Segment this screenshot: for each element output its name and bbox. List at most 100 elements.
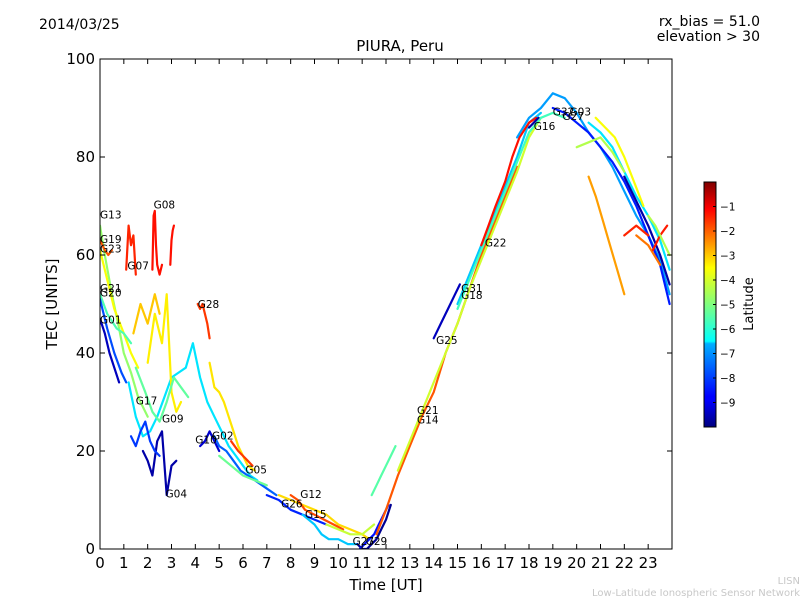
series-line-g05 [230,440,254,467]
colorbar-tick-label: −5 [720,300,735,312]
series-line-g10 [199,430,221,453]
series-line-g04b [129,420,161,457]
x-tick-label: 1 [119,554,129,572]
satellite-label: G16 [534,121,556,133]
x-tick-label: 11 [353,554,372,572]
x-tick-label: 12 [376,554,395,572]
series-line-g07 [125,224,137,276]
series-line-g12c [623,224,650,237]
satellite-label: G03 [570,106,592,118]
satellite-label: G28 [198,299,220,311]
x-tick-label: 20 [567,554,586,572]
satellite-label: G10 [195,435,217,447]
satellite-label: G15 [305,509,327,521]
x-tick-label: 10 [329,554,348,572]
series-line-g04 [141,430,178,497]
satellite-label: G09 [162,414,184,426]
elevation-label: elevation > 30 [656,29,760,45]
satellite-label: G25 [436,335,458,347]
satellite-label: G23 [100,244,122,256]
plot-frame [99,58,673,550]
satellite-label: G26 [281,498,303,510]
satellite-label: G20 [100,288,122,300]
series-line-g08b [169,224,175,266]
series-line-g28 [196,302,211,340]
y-tick-label: 80 [76,148,95,166]
satellite-label: G07 [127,261,148,273]
satellite-label: G22 [485,238,507,250]
series-line-g15b [325,523,376,536]
x-tick-label: 17 [496,554,515,572]
series-line-g13 [100,224,149,418]
series-line-g09b [132,293,161,335]
satellite-label: G08 [154,200,176,212]
x-tick-label: 21 [591,554,610,572]
colorbar-label: Latitude [742,277,757,331]
satellite-label: G04 [166,489,188,501]
x-axis-label: Time [UT] [348,576,422,594]
colorbar-tick-label: −6 [720,324,736,336]
footer-network-name: Low-Latitude Ionospheric Sensor Network [592,588,800,599]
x-tick-label: 23 [639,554,658,572]
satellite-label: G01 [100,315,122,327]
series-line-g28b [208,361,256,472]
x-tick-label: 0 [95,554,105,572]
series-line-g26 [265,494,328,526]
series-line-g22 [480,116,538,247]
series-line-g16 [527,116,540,129]
x-tick-label: 18 [519,554,538,572]
satellite-label: G17 [136,396,158,408]
colorbar-tick-label: −7 [720,349,735,361]
series-line-g01 [100,317,121,384]
series-line-g18 [456,111,566,310]
series-line-g23 [100,249,140,369]
series-line-g27c [587,175,626,296]
series-line-g01b [134,366,190,423]
colorbar-tick-label: −4 [720,275,736,287]
date-label: 2014/03/25 [39,17,120,33]
y-tick-label: 100 [66,50,95,68]
chart-title: PIURA, Peru [356,37,444,55]
satellite-label: G27 [562,111,584,123]
series-line-g29b [370,445,397,497]
series-line-g15 [301,513,359,546]
satellite-label: G19 [100,234,122,246]
y-tick-label: 20 [76,442,95,460]
y-axis-label: TEC [UNITS] [43,259,61,351]
series-line-g30 [647,214,671,257]
satellite-label: G21 [100,283,122,295]
y-tick-label: 60 [76,246,95,264]
series-line-g03b [587,121,671,271]
series-line-g08 [151,209,164,276]
series-line-g21b [396,116,543,472]
satellite-label: G13 [100,209,122,221]
x-tick-label: 13 [400,554,419,572]
series-line-g20 [100,298,128,384]
x-tick-label: 16 [472,554,491,572]
series-line-g03c [623,175,671,286]
x-tick-label: 3 [167,554,177,572]
satellite-label: G21 [417,405,439,417]
colorbar-tick-label: −1 [720,202,735,214]
x-tick-label: 8 [286,554,296,572]
series-line-g05b [218,454,268,487]
satellite-label: G31 [461,283,483,295]
series-line-g31 [456,111,543,306]
satellite-label: G29 [366,536,388,548]
series-line-g25 [432,283,461,340]
y-tick-label: 40 [76,344,95,362]
satellite-label: G12 [300,489,322,501]
x-tick-label: 22 [615,554,634,572]
x-tick-label: 15 [448,554,467,572]
x-tick-label: 14 [424,554,443,572]
series-line-g12 [277,494,371,541]
series-line-g02 [213,435,278,497]
x-tick-label: 4 [191,554,201,572]
x-tick-label: 5 [214,554,224,572]
series-line-g27b [594,116,645,208]
series-line-g27d [575,136,626,173]
plot-area [100,92,671,549]
satellite-labels: G13G08G19G23G07G21G20G28G01G17G09G10G02G… [100,106,591,548]
satellite-label: G18 [461,290,483,302]
